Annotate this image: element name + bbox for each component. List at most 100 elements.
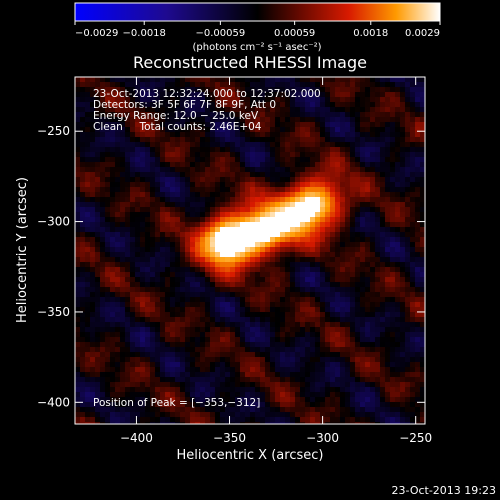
heatmap-cell: [260, 147, 266, 153]
heatmap-cell: [200, 337, 206, 343]
heatmap-cell: [170, 417, 176, 423]
heatmap-cell: [190, 412, 196, 418]
heatmap-cell: [360, 377, 366, 383]
heatmap-cell: [285, 142, 291, 148]
heatmap-cell: [85, 372, 91, 378]
heatmap-cell: [410, 417, 416, 423]
heatmap-cell: [85, 222, 91, 228]
heatmap-cell: [355, 167, 361, 173]
heatmap-cell: [190, 372, 196, 378]
heatmap-cell: [370, 322, 376, 328]
heatmap-cell: [145, 347, 151, 353]
heatmap-cell: [385, 382, 391, 388]
heatmap-cell: [115, 422, 121, 424]
heatmap-cell: [110, 387, 116, 393]
heatmap-cell: [225, 142, 231, 148]
heatmap-cell: [80, 162, 86, 168]
heatmap-cell: [360, 422, 366, 424]
heatmap-cell: [365, 322, 371, 328]
heatmap-cell: [355, 202, 361, 208]
heatmap-cell: [150, 147, 156, 153]
heatmap-cell: [245, 172, 251, 178]
heatmap-cell: [205, 352, 211, 358]
heatmap-cell: [390, 407, 396, 413]
heatmap-cell: [90, 117, 96, 123]
heatmap-cell: [340, 237, 346, 243]
heatmap-cell: [95, 197, 101, 203]
heatmap-cell: [160, 87, 166, 93]
heatmap-cell: [185, 327, 191, 333]
heatmap-cell: [140, 222, 146, 228]
heatmap-cell: [320, 382, 326, 388]
heatmap-cell: [390, 377, 396, 383]
heatmap-cell: [265, 177, 271, 183]
heatmap-cell: [345, 77, 351, 83]
heatmap-cell: [160, 347, 166, 353]
heatmap-cell: [195, 337, 201, 343]
heatmap-cell: [255, 87, 261, 93]
heatmap-cell: [170, 352, 176, 358]
heatmap-cell: [375, 152, 381, 158]
heatmap-cell: [410, 117, 416, 123]
heatmap-cell: [265, 332, 271, 338]
heatmap-cell: [155, 112, 161, 118]
heatmap-cell: [120, 357, 126, 363]
heatmap-cell: [420, 77, 425, 83]
heatmap-cell: [375, 322, 381, 328]
heatmap-cell: [165, 262, 171, 268]
footer-timestamp: 23-Oct-2013 19:23: [392, 484, 496, 497]
heatmap-cell: [345, 242, 351, 248]
heatmap-cell: [240, 297, 246, 303]
heatmap-cell: [75, 232, 81, 238]
heatmap-cell: [300, 192, 306, 198]
heatmap-cell: [145, 287, 151, 293]
heatmap-cell: [370, 297, 376, 303]
heatmap-cell: [250, 82, 256, 88]
heatmap-cell: [395, 317, 401, 323]
heatmap-cell: [270, 287, 276, 293]
heatmap-cell: [110, 377, 116, 383]
heatmap-cell: [220, 362, 226, 368]
heatmap-cell: [250, 172, 256, 178]
heatmap-cell: [225, 402, 231, 408]
heatmap-cell: [305, 302, 311, 308]
heatmap-cell: [395, 247, 401, 253]
heatmap-cell: [170, 117, 176, 123]
heatmap-cell: [220, 102, 226, 108]
heatmap-cell: [230, 342, 236, 348]
heatmap-cell: [75, 77, 81, 83]
heatmap-cell: [400, 337, 406, 343]
heatmap-cell: [385, 162, 391, 168]
heatmap-cell: [290, 357, 296, 363]
heatmap-cell: [405, 292, 411, 298]
heatmap-cell: [360, 187, 366, 193]
heatmap-cell: [420, 197, 425, 203]
heatmap-cell: [350, 382, 356, 388]
heatmap-cell: [75, 87, 81, 93]
heatmap-cell: [405, 97, 411, 103]
heatmap-cell: [400, 202, 406, 208]
heatmap-cell: [265, 247, 271, 253]
heatmap-cell: [80, 82, 86, 88]
heatmap-cell: [220, 107, 226, 113]
heatmap-cell: [245, 397, 251, 403]
heatmap-cell: [75, 92, 81, 98]
heatmap-cell: [240, 137, 246, 143]
heatmap-cell: [95, 182, 101, 188]
heatmap-cell: [190, 342, 196, 348]
heatmap-cell: [280, 237, 286, 243]
heatmap-cell: [185, 77, 191, 83]
heatmap-cell: [135, 312, 141, 318]
heatmap-cell: [275, 112, 281, 118]
heatmap-cell: [90, 357, 96, 363]
heatmap-cell: [390, 97, 396, 103]
heatmap-cell: [210, 412, 216, 418]
heatmap-cell: [155, 332, 161, 338]
heatmap-cell: [235, 392, 241, 398]
heatmap-cell: [400, 332, 406, 338]
heatmap-cell: [95, 367, 101, 373]
heatmap-cell: [365, 282, 371, 288]
heatmap-cell: [355, 417, 361, 423]
heatmap-cell: [190, 297, 196, 303]
heatmap-cell: [170, 392, 176, 398]
